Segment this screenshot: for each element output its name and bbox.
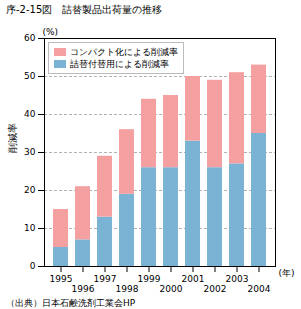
- svg-text:2000: 2000: [160, 284, 183, 294]
- svg-text:2004: 2004: [248, 284, 271, 294]
- svg-text:60: 60: [24, 33, 36, 43]
- svg-text:1995: 1995: [50, 274, 73, 284]
- svg-text:1999: 1999: [138, 274, 161, 284]
- svg-text:30: 30: [24, 147, 36, 157]
- svg-text:(年): (年): [279, 268, 295, 278]
- html-text:（出典）日本石鹸洗剤工業会HP: （出典）日本石鹸洗剤工業会HP: [6, 298, 136, 308]
- html-text:序-2-15図 詰替製品出荷量の推移: 序-2-15図 詰替製品出荷量の推移: [6, 4, 163, 15]
- svg-text:40: 40: [24, 109, 36, 119]
- svg-text:50: 50: [24, 71, 36, 81]
- svg-text:1996: 1996: [72, 284, 95, 294]
- svg-text:10: 10: [24, 223, 36, 233]
- svg-text:2003: 2003: [226, 274, 249, 284]
- svg-text:(%): (%): [43, 27, 59, 37]
- svg-text:1998: 1998: [116, 284, 139, 294]
- svg-text:0: 0: [30, 261, 36, 271]
- svg-text:1997: 1997: [94, 274, 117, 284]
- html-text:詰替付替用による削減率: 詰替付替用による削減率: [70, 59, 169, 69]
- svg-text:2002: 2002: [204, 284, 227, 294]
- svg-text:削減率: 削減率: [7, 123, 18, 153]
- svg-text:20: 20: [24, 185, 36, 195]
- svg-text:2001: 2001: [182, 274, 205, 284]
- html-text:コンパクト化による削減率: コンパクト化による削減率: [70, 47, 178, 57]
